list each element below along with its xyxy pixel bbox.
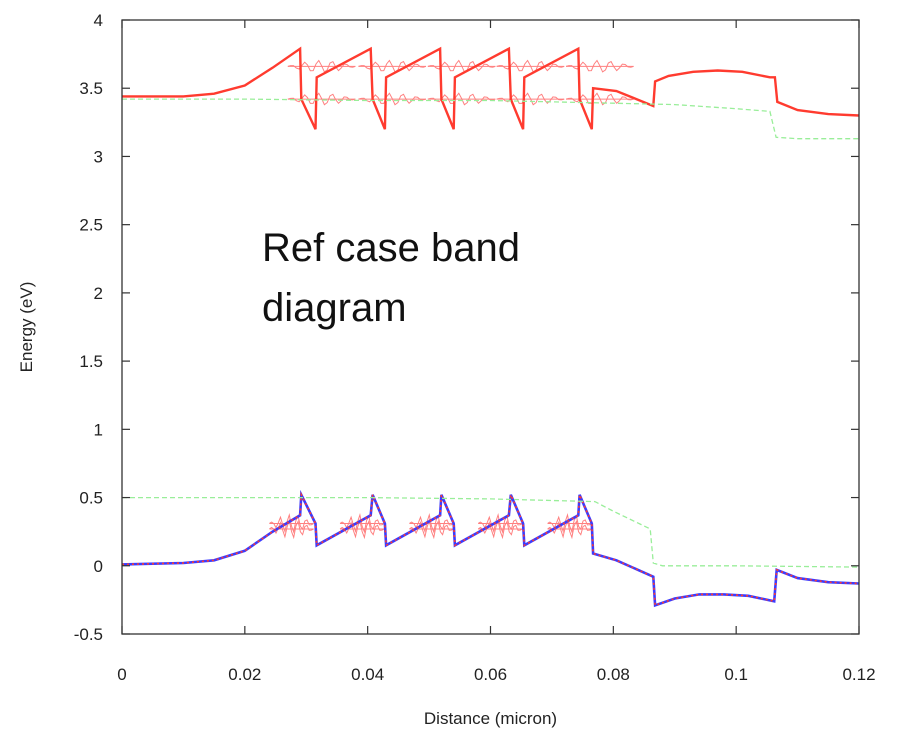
valence-wavefunction <box>547 518 593 540</box>
conduction-wavefunction <box>358 59 427 73</box>
y-tick-label: 0 <box>94 557 103 576</box>
x-axis-label: Distance (micron) <box>424 709 557 728</box>
x-tick-label: 0.1 <box>724 665 748 684</box>
x-tick-label: 0.02 <box>228 665 261 684</box>
y-tick-label: 0.5 <box>79 489 103 508</box>
conduction-wavefunction <box>565 92 634 106</box>
conduction-wavefunction <box>496 59 565 73</box>
series-line-1 <box>122 98 859 140</box>
y-tick-label: 3 <box>94 147 103 166</box>
conduction-wavefunction <box>565 59 634 73</box>
y-tick-label: -0.5 <box>74 625 103 644</box>
y-tick-label: 2.5 <box>79 216 103 235</box>
y-axis-label: Energy (eV) <box>17 282 36 373</box>
conduction-wavefunction <box>358 92 427 106</box>
x-tick-label: 0 <box>117 665 126 684</box>
y-tick-label: 3.5 <box>79 79 103 98</box>
conduction-wavefunction <box>427 59 496 73</box>
annotation-line-2: diagram <box>262 286 407 330</box>
x-tick-label: 0.08 <box>597 665 630 684</box>
y-tick-label: 4 <box>94 11 103 30</box>
conduction-wavefunction <box>496 92 565 106</box>
valence-wavefunction <box>547 512 593 534</box>
x-tick-label: 0.04 <box>351 665 384 684</box>
valence-wavefunction <box>339 518 385 540</box>
series-line-2-overlay <box>121 491 860 607</box>
plot-frame <box>121 19 860 635</box>
valence-wavefunction <box>339 512 385 534</box>
y-tick-label: 2 <box>94 284 103 303</box>
ticks-layer: 0 0.02 0.04 0.06 0.08 0.1 0.12 -0.5 0 0.5 1 1.5 2 2.5… <box>74 11 876 684</box>
y-tick-label: 1.5 <box>79 352 103 371</box>
valence-wavefunction <box>409 518 454 540</box>
y-tick-label: 1 <box>94 420 103 439</box>
series-line-2 <box>121 489 860 608</box>
valence-wavefunction <box>477 512 523 534</box>
conduction-wavefunction <box>287 92 356 106</box>
valence-wavefunction <box>269 512 314 534</box>
annotation-line-1: Ref case band <box>262 226 520 270</box>
series-layer <box>121 46 860 608</box>
valence-wavefunction <box>269 518 314 540</box>
conduction-wavefunction <box>427 92 496 106</box>
series-line-0 <box>122 46 860 130</box>
valence-wavefunction <box>477 518 523 540</box>
x-tick-label: 0.12 <box>842 665 875 684</box>
x-tick-label: 0.06 <box>474 665 507 684</box>
series-line-3 <box>122 496 860 568</box>
valence-wavefunction <box>409 512 454 534</box>
